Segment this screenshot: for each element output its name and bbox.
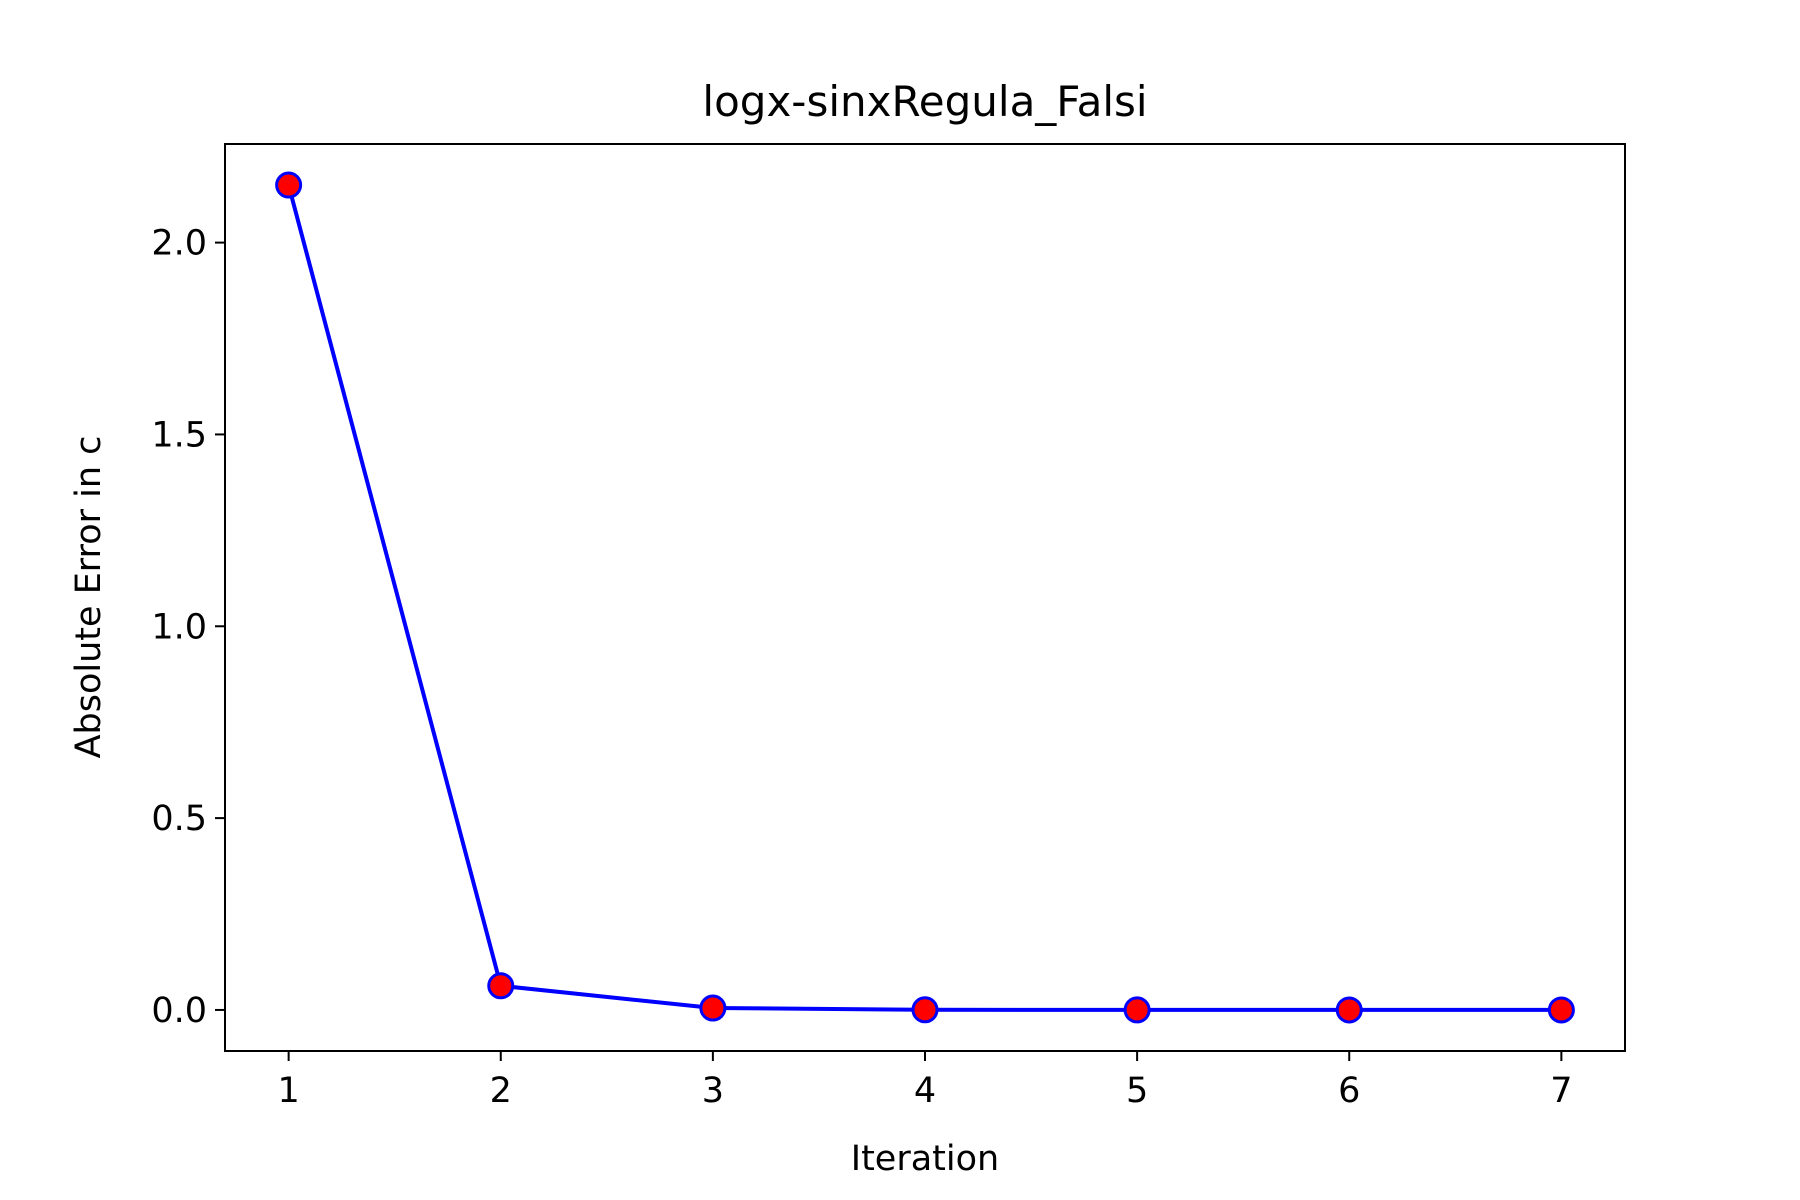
data-point [1123, 996, 1151, 1024]
x-tick-label: 3 [702, 1071, 724, 1111]
data-point [1335, 996, 1363, 1024]
x-axis-label: Iteration [851, 1139, 999, 1179]
chart-title: logx-sinxRegula_Falsi [702, 77, 1147, 126]
x-tick-label: 7 [1550, 1071, 1572, 1111]
x-tick-label: 5 [1126, 1071, 1148, 1111]
y-tick-label: 1.5 [151, 415, 207, 455]
x-tick-label: 2 [490, 1071, 512, 1111]
y-axis: 0.0 0.5 1.0 1.5 2.0 [151, 224, 225, 1031]
y-tick-label: 0.0 [151, 991, 207, 1031]
x-tick-label: 1 [277, 1071, 299, 1111]
data-point [275, 171, 303, 199]
data-point [911, 996, 939, 1024]
data-point [487, 972, 515, 1000]
y-tick-label: 0.5 [151, 799, 207, 839]
y-tick-label: 2.0 [151, 224, 207, 264]
x-tick-label: 4 [914, 1071, 936, 1111]
y-axis-label: Absolute Error in c [69, 436, 109, 759]
y-tick-label: 1.0 [151, 607, 207, 647]
x-tick-label: 6 [1338, 1071, 1360, 1111]
x-axis: 1 2 3 4 5 6 7 [277, 1051, 1573, 1111]
plot-layer [275, 171, 1575, 1024]
data-point [699, 994, 727, 1022]
data-point [1547, 996, 1575, 1024]
